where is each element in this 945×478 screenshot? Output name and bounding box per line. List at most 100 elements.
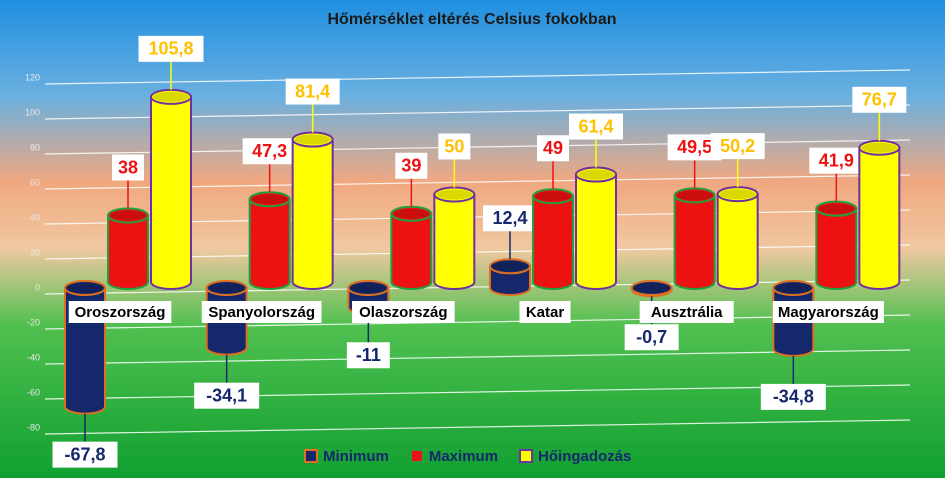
- cylinder-top-shade: [294, 134, 331, 145]
- y-tick-label: -60: [27, 387, 40, 397]
- value-label-box: [346, 342, 390, 369]
- legend-label: Maximum: [429, 448, 498, 465]
- cylinder-top-shade: [719, 189, 756, 200]
- value-label-box: [242, 138, 297, 165]
- value-label-box: [537, 135, 569, 162]
- legend-label: Hőingadozás: [538, 448, 631, 465]
- y-tick-label: 0: [35, 282, 40, 292]
- value-label-box: [138, 35, 204, 62]
- category-label-box: [772, 301, 884, 323]
- value-label: 76,7: [862, 90, 897, 110]
- cylinder-top: [630, 280, 673, 296]
- cylinder-body: [390, 212, 433, 290]
- value-label: 50: [444, 136, 464, 156]
- value-label-box: [285, 78, 340, 105]
- cylinder: [64, 280, 106, 415]
- y-tick-label: 120: [25, 72, 40, 82]
- cylinder-top: [347, 280, 390, 296]
- cylinder-top-shade: [350, 283, 387, 293]
- cylinder-top-shade: [110, 210, 146, 221]
- y-tick-label: 20: [30, 247, 40, 257]
- legend-swatch: [304, 449, 318, 463]
- cylinder: [575, 166, 617, 290]
- legend-swatch: [519, 449, 534, 463]
- cylinder-body: [489, 265, 531, 296]
- value-label: -11: [356, 345, 381, 365]
- value-label-box: [112, 154, 144, 181]
- cylinder-top-shade: [492, 261, 528, 272]
- x-tick-label: Ausztrália: [651, 304, 723, 321]
- cylinder: [248, 191, 291, 290]
- y-tick-label: -80: [27, 422, 40, 432]
- cylinder-top: [64, 280, 106, 296]
- cylinder: [390, 205, 433, 290]
- y-tick-label: 80: [30, 142, 40, 152]
- cylinder-top-shade: [676, 190, 713, 201]
- cylinder-top-shade: [818, 203, 855, 214]
- value-label-box: [760, 383, 826, 410]
- value-label-box: [438, 133, 471, 160]
- value-label-box: [569, 113, 623, 140]
- value-label: 105,8: [148, 39, 193, 59]
- cylinder-top-shade: [67, 283, 103, 293]
- grid-line: [44, 349, 911, 365]
- cylinder-top-shade: [153, 91, 189, 102]
- cylinder-body: [107, 214, 149, 290]
- value-label: 39: [401, 156, 421, 176]
- y-tick-label: 100: [25, 107, 40, 117]
- legend-swatch: [409, 449, 424, 463]
- cylinder-top-shade: [633, 283, 670, 293]
- y-tick-label: 60: [30, 177, 40, 187]
- cylinder-top: [205, 280, 248, 296]
- value-label-box: [194, 382, 260, 409]
- cylinder-top-shade: [535, 191, 571, 202]
- cylinder-body: [716, 193, 759, 290]
- cylinder-top-shade: [208, 283, 245, 293]
- x-tick-label: Oroszország: [75, 304, 166, 321]
- value-label-box: [395, 152, 428, 179]
- y-tick-label: -40: [27, 352, 40, 362]
- value-label: 38: [118, 157, 138, 177]
- category-label-box: [639, 301, 734, 323]
- cylinder-top-shade: [775, 283, 812, 293]
- cylinder: [815, 200, 858, 290]
- value-label: 61,4: [578, 116, 613, 136]
- category-label-box: [201, 301, 322, 323]
- value-label: 50,2: [720, 136, 755, 156]
- value-label-box: [483, 205, 537, 232]
- value-label: -0,7: [636, 327, 667, 347]
- cylinder-top-shade: [578, 169, 614, 180]
- value-label: 12,4: [492, 208, 527, 228]
- cylinder: [107, 207, 149, 290]
- y-tick-label: 40: [30, 212, 40, 222]
- value-label: -67,8: [64, 444, 105, 464]
- cylinder-body: [433, 193, 476, 290]
- value-label-box: [52, 441, 118, 468]
- cylinder-top: [772, 280, 815, 296]
- x-tick-label: Katar: [526, 304, 565, 321]
- value-label-box: [852, 86, 907, 113]
- legend-label: Minimum: [323, 448, 389, 465]
- value-label: 41,9: [819, 150, 854, 170]
- value-label-box: [624, 324, 679, 351]
- cylinder-body: [858, 146, 901, 290]
- value-label: 81,4: [295, 81, 330, 101]
- x-tick-label: Magyarország: [778, 304, 879, 321]
- x-tick-label: Spanyolország: [208, 304, 315, 321]
- cylinder-top-shade: [436, 189, 473, 200]
- category-label-box: [352, 301, 455, 323]
- x-tick-label: Olaszország: [359, 304, 447, 321]
- cylinder: [532, 188, 574, 290]
- cylinder-body: [291, 138, 334, 290]
- y-tick-label: -20: [27, 317, 40, 327]
- cylinder-top-shade: [861, 142, 898, 153]
- grid-line: [44, 314, 911, 330]
- value-label-box: [710, 133, 765, 160]
- cylinder-top-shade: [393, 208, 430, 219]
- cylinder-body: [248, 198, 291, 290]
- value-label: 47,3: [252, 141, 287, 161]
- cylinder: [858, 139, 901, 290]
- cylinder-body: [575, 173, 617, 290]
- cylinder: [433, 186, 476, 290]
